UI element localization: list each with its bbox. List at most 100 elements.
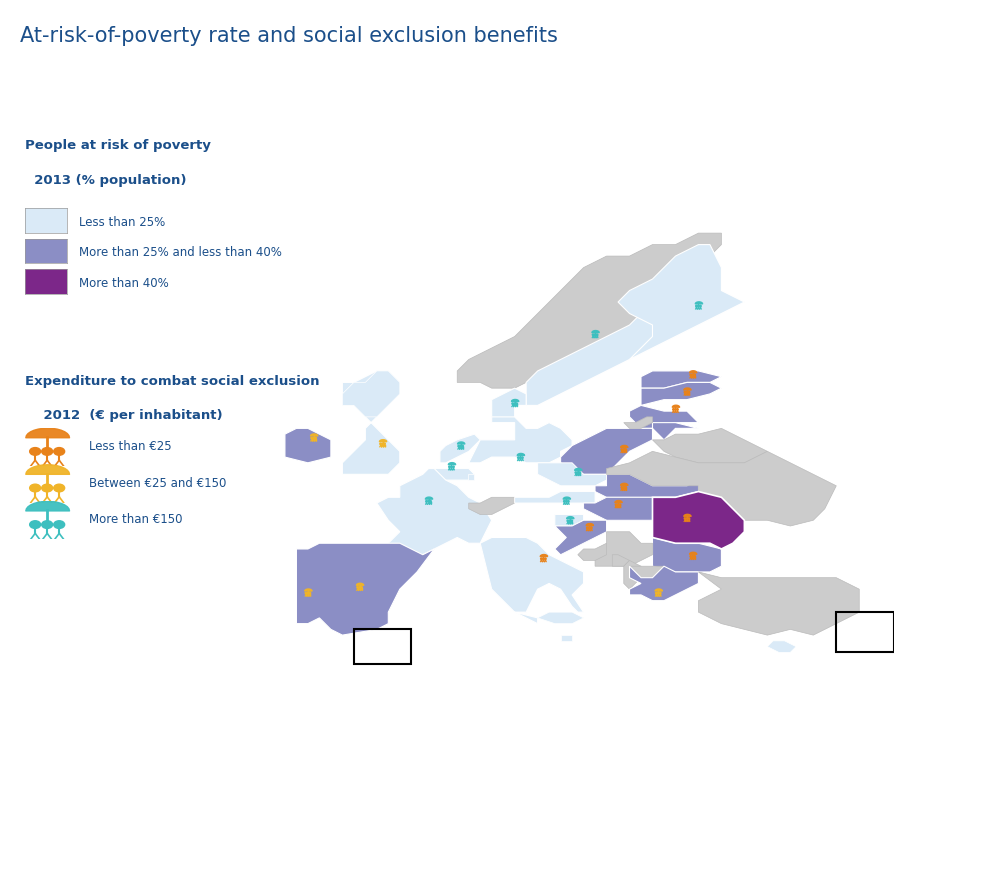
Circle shape (672, 408, 674, 410)
Text: 2012  (€ per inhabitant): 2012 (€ per inhabitant) (25, 409, 222, 422)
Polygon shape (630, 405, 698, 429)
Text: Less than 25%: Less than 25% (79, 216, 166, 228)
Circle shape (621, 487, 623, 489)
Circle shape (356, 587, 358, 588)
Circle shape (577, 472, 579, 473)
Polygon shape (481, 537, 584, 624)
Polygon shape (624, 417, 652, 429)
Polygon shape (630, 566, 664, 577)
Polygon shape (514, 491, 595, 503)
Circle shape (309, 592, 311, 594)
Circle shape (453, 466, 454, 468)
Circle shape (305, 592, 307, 594)
Circle shape (544, 558, 546, 559)
Circle shape (684, 391, 685, 393)
Circle shape (428, 501, 429, 502)
Polygon shape (526, 291, 721, 405)
Circle shape (688, 391, 690, 393)
Polygon shape (618, 245, 745, 360)
Text: More than €150: More than €150 (89, 514, 183, 526)
Circle shape (54, 484, 65, 492)
Circle shape (593, 334, 594, 335)
Circle shape (460, 445, 462, 447)
Text: More than 40%: More than 40% (79, 277, 169, 289)
Bar (354, 630, 411, 664)
Circle shape (30, 448, 41, 456)
Circle shape (623, 487, 625, 489)
Circle shape (567, 520, 569, 522)
Circle shape (696, 305, 697, 307)
Circle shape (30, 521, 41, 529)
Circle shape (618, 504, 619, 505)
Circle shape (358, 587, 360, 588)
Circle shape (54, 521, 65, 529)
Polygon shape (578, 544, 607, 560)
Polygon shape (343, 371, 400, 475)
Circle shape (313, 437, 315, 439)
Bar (836, 612, 894, 652)
Polygon shape (561, 422, 698, 475)
Polygon shape (429, 469, 475, 480)
Circle shape (674, 408, 676, 410)
Circle shape (514, 403, 515, 404)
Polygon shape (652, 537, 721, 572)
Circle shape (616, 504, 617, 505)
Circle shape (655, 592, 657, 594)
Circle shape (30, 484, 41, 492)
Circle shape (659, 592, 661, 594)
Circle shape (542, 558, 544, 559)
Polygon shape (457, 233, 721, 388)
Polygon shape (698, 491, 745, 531)
Polygon shape (285, 429, 331, 463)
Circle shape (458, 445, 460, 447)
Circle shape (315, 437, 317, 439)
Text: At-risk-of-poverty rate and social exclusion benefits: At-risk-of-poverty rate and social exclu… (20, 26, 558, 46)
Circle shape (360, 587, 362, 588)
Circle shape (597, 334, 598, 335)
Polygon shape (469, 497, 514, 515)
Polygon shape (698, 572, 859, 635)
Polygon shape (624, 560, 641, 589)
Circle shape (688, 517, 690, 519)
Circle shape (657, 592, 659, 594)
Polygon shape (595, 531, 652, 566)
Circle shape (568, 501, 569, 502)
Circle shape (42, 521, 53, 529)
Circle shape (686, 391, 688, 393)
Polygon shape (652, 429, 768, 463)
Polygon shape (537, 463, 607, 486)
Polygon shape (561, 635, 572, 641)
Circle shape (575, 472, 577, 473)
Polygon shape (376, 469, 492, 555)
Circle shape (677, 408, 678, 410)
Text: Expenditure to combat social exclusion: Expenditure to combat social exclusion (25, 375, 320, 388)
Circle shape (684, 517, 685, 519)
Circle shape (449, 466, 450, 468)
Polygon shape (613, 555, 630, 566)
Circle shape (307, 592, 309, 594)
Circle shape (579, 472, 581, 473)
Circle shape (700, 305, 701, 307)
Circle shape (311, 437, 313, 439)
Circle shape (589, 527, 590, 529)
Circle shape (516, 403, 517, 404)
Circle shape (686, 517, 688, 519)
Text: People at risk of poverty: People at risk of poverty (25, 139, 211, 152)
Circle shape (620, 504, 621, 505)
Circle shape (621, 449, 623, 450)
Polygon shape (440, 434, 481, 463)
Polygon shape (652, 491, 745, 549)
Circle shape (430, 501, 431, 502)
Polygon shape (469, 417, 572, 463)
Polygon shape (641, 371, 721, 388)
Polygon shape (537, 612, 584, 624)
Circle shape (426, 501, 427, 502)
Circle shape (625, 449, 627, 450)
Polygon shape (555, 520, 607, 555)
Polygon shape (641, 382, 721, 405)
Circle shape (521, 457, 523, 458)
Circle shape (517, 457, 519, 458)
Circle shape (42, 484, 53, 492)
Circle shape (571, 520, 573, 522)
Circle shape (512, 403, 513, 404)
